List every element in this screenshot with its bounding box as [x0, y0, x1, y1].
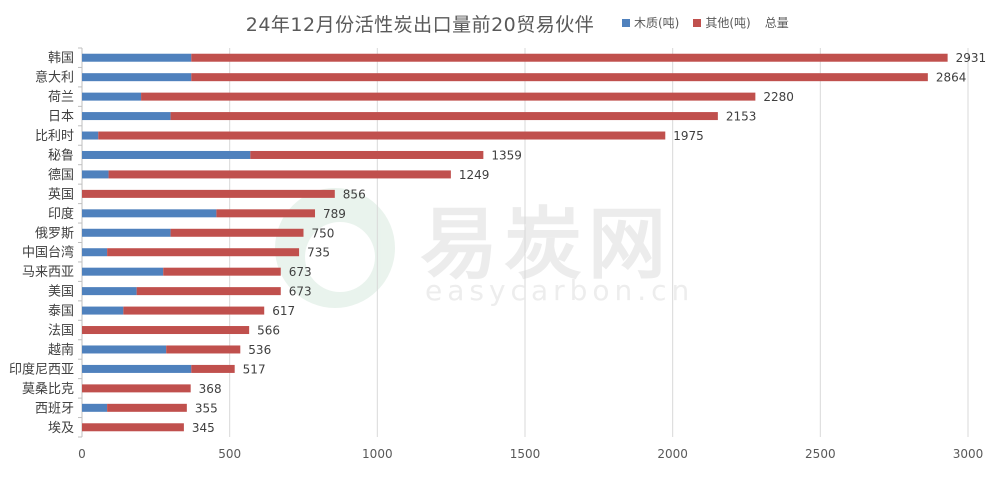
legend: 木质(吨) 其他(吨) 总量 [622, 14, 789, 31]
bar-segment-other [216, 209, 316, 218]
category-label: 埃及 [48, 421, 74, 436]
category-label: 马来西亚 [22, 265, 74, 280]
total-data-label: 2864 [936, 71, 967, 85]
total-data-label: 1359 [491, 148, 522, 162]
total-data-label: 856 [343, 187, 366, 201]
bar-segment-other [108, 170, 451, 179]
category-label: 越南 [48, 342, 74, 358]
category-label: 印度尼西亚 [9, 361, 74, 377]
legend-item-wood: 木质(吨) [622, 14, 679, 31]
legend-swatch-other [693, 18, 702, 27]
total-data-label: 1975 [673, 129, 704, 143]
bar-segment-other [82, 384, 191, 393]
legend-label-wood: 木质(吨) [634, 16, 680, 30]
bar-segment-other [170, 112, 718, 121]
category-label: 意大利 [35, 70, 74, 86]
bar-segment-wood [82, 170, 109, 179]
category-label: 美国 [48, 285, 74, 300]
total-data-label: 517 [243, 362, 266, 376]
total-data-label: 355 [195, 401, 218, 415]
bar-segment-wood [82, 73, 192, 82]
category-label: 德国 [48, 168, 74, 183]
bar-segment-wood [82, 345, 167, 354]
bar-segment-other [136, 287, 281, 296]
category-label: 俄罗斯 [35, 226, 74, 241]
bar-segment-other [191, 53, 948, 62]
total-data-label: 673 [289, 285, 312, 299]
bar-segment-other [123, 306, 265, 315]
category-label: 日本 [48, 110, 74, 125]
legend-label-total: 总量 [764, 16, 789, 30]
x-tick-label: 2000 [657, 447, 688, 461]
bar-segment-other [98, 131, 666, 140]
category-label: 韩国 [48, 51, 74, 66]
bar-segment-other [191, 73, 928, 82]
total-data-label: 750 [312, 226, 335, 240]
bar-segment-other [107, 403, 187, 412]
category-label: 法国 [48, 324, 74, 339]
total-data-label: 536 [248, 343, 271, 357]
bar-segment-other [163, 267, 281, 276]
category-label: 印度 [48, 206, 74, 222]
total-data-label: 2931 [956, 51, 987, 65]
bar-segment-wood [82, 248, 108, 257]
category-label: 泰国 [48, 304, 74, 319]
category-label: 中国台湾 [22, 245, 74, 261]
category-label: 莫桑比克 [22, 382, 74, 397]
bar-segment-other [166, 345, 241, 354]
chart-title: 24年12月份活性炭出口量前20贸易伙伴 [245, 14, 595, 36]
bar-segment-other [107, 248, 300, 257]
legend-item-total: 总量 [765, 14, 789, 31]
total-data-label: 617 [272, 304, 295, 318]
bar-segment-wood [82, 306, 124, 315]
total-data-label: 2280 [763, 90, 794, 104]
bar-segment-wood [82, 92, 142, 101]
x-tick-label: 1000 [362, 447, 393, 461]
bar-segment-wood [82, 150, 251, 159]
total-data-label: 2153 [726, 110, 757, 124]
bar-segment-wood [82, 287, 137, 296]
total-data-label: 735 [307, 246, 330, 260]
bar-segment-wood [82, 364, 192, 373]
legend-swatch-wood [622, 18, 630, 27]
total-data-label: 1249 [459, 168, 490, 182]
category-label: 秘鲁 [48, 148, 74, 163]
x-tick-label: 0 [78, 447, 86, 461]
total-data-label: 345 [192, 421, 215, 435]
bar-segment-other [191, 364, 235, 373]
bar-segment-wood [82, 131, 99, 140]
total-data-label: 673 [289, 265, 312, 279]
category-label: 英国 [48, 187, 74, 202]
x-tick-label: 1500 [510, 447, 541, 461]
bar-segment-other [141, 92, 756, 101]
x-tick-label: 2500 [805, 447, 836, 461]
legend-item-other: 其他(吨) [693, 14, 751, 31]
total-data-label: 789 [323, 207, 346, 221]
bar-segment-wood [82, 53, 192, 62]
category-label: 荷兰 [48, 90, 74, 105]
legend-label-other: 其他(吨) [705, 16, 751, 30]
total-data-label: 368 [199, 382, 222, 396]
bar-segment-other [170, 228, 304, 237]
bar-segment-other [250, 150, 484, 159]
category-label: 西班牙 [35, 401, 74, 416]
total-data-label: 566 [257, 324, 280, 338]
bar-segment-wood [82, 209, 217, 218]
bar-segment-other [82, 423, 184, 432]
bar-segment-wood [82, 267, 164, 276]
category-label: 比利时 [35, 129, 74, 144]
bar-segment-wood [82, 403, 108, 412]
bar-segment-wood [82, 228, 171, 237]
bar-segment-wood [82, 112, 171, 121]
bar-segment-other [82, 326, 250, 335]
x-tick-label: 3000 [953, 447, 984, 461]
x-tick-label: 500 [218, 447, 241, 461]
bar-segment-other [82, 189, 335, 198]
